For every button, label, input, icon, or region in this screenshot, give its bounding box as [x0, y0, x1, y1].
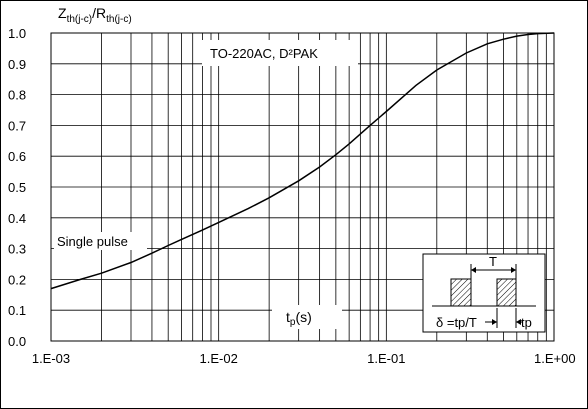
y-tick-label: 0.2: [8, 272, 26, 287]
pulse-2-hatch: [496, 278, 517, 307]
x-tick-labels: 1.E-03 1.E-02 1.E-01 1.E+00: [32, 351, 576, 366]
x-tick-label: 1.E-03: [32, 351, 70, 366]
x-tick-label: 1.E-02: [200, 351, 238, 366]
pulse-1-hatch: [450, 278, 472, 307]
tp-arrowhead-right: [516, 319, 521, 325]
y-tick-label: 0.4: [8, 211, 26, 226]
single-pulse-label-bg: [54, 232, 147, 250]
y-tick-label: 0.1: [8, 303, 26, 318]
y-tick-label: 0.7: [8, 118, 26, 133]
period-arrowhead-right: [511, 267, 516, 273]
package-label: TO-220AC, D²PAK: [210, 46, 318, 61]
y-tick-label: 1.0: [8, 26, 26, 41]
y-tick-labels: 0.0 0.1 0.2 0.3 0.4 0.5 0.6 0.7 0.8 0.9 1.0: [8, 26, 26, 349]
y-tick-label: 0.9: [8, 57, 26, 72]
y-tick-label: 0.0: [8, 334, 26, 349]
package-label-bg: [202, 40, 358, 66]
x-axis-label: tp(s): [286, 309, 312, 328]
x-axis-label-bg: [272, 305, 342, 329]
x-tick-label: 1.E-01: [367, 351, 405, 366]
tp-arrowhead-left: [492, 319, 497, 325]
period-arrowhead-left: [471, 267, 476, 273]
duty-cycle-label: δ =tp/T: [436, 315, 477, 330]
plot-area: [50, 32, 555, 342]
y-tick-label: 0.5: [8, 180, 26, 195]
series-label-single-pulse: Single pulse: [57, 234, 128, 249]
pulse-inset-diagram: T δ =tp/T tp: [422, 253, 546, 333]
period-label: T: [489, 254, 497, 269]
series-line-single-pulse: [50, 32, 555, 290]
y-tick-label: 0.6: [8, 149, 26, 164]
y-axis-label: Zth(j-c)/Rth(j-c): [58, 5, 132, 25]
pulse-width-label: tp: [521, 315, 532, 330]
y-tick-label: 0.8: [8, 88, 26, 103]
x-tick-label: 1.E+00: [534, 351, 576, 366]
y-tick-label: 0.3: [8, 242, 26, 257]
inset-box: [422, 253, 546, 333]
